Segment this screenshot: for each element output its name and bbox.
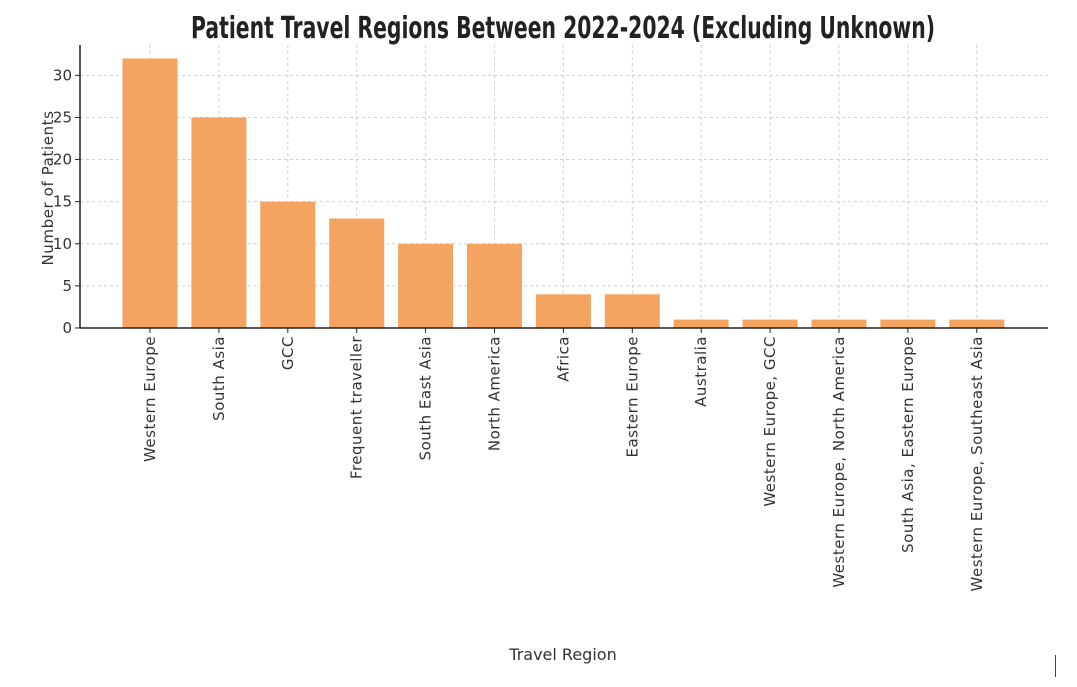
edge-divider — [1055, 655, 1056, 677]
y-tick-label-15: 15 — [53, 193, 72, 211]
x-tick-label-7: Eastern Europe — [623, 336, 641, 458]
bar-6 — [535, 294, 591, 328]
chart-title: Patient Travel Regions Between 2022-2024… — [191, 11, 935, 46]
y-tick-label-25: 25 — [53, 108, 72, 126]
y-tick-label-10: 10 — [53, 235, 72, 253]
bar-2 — [260, 201, 316, 328]
x-tick-label-4: South East Asia — [417, 336, 435, 460]
bar-0 — [122, 58, 178, 328]
bar-7 — [604, 294, 660, 328]
y-axis-label: Number of Patients — [39, 110, 57, 265]
x-tick-label-9: Western Europe, GCC — [761, 336, 779, 507]
y-tick-labels: 0 5 10 15 20 25 30 — [53, 66, 80, 337]
x-tick-label-11: South Asia, Eastern Europe — [899, 336, 917, 553]
x-tick-label-5: North America — [486, 336, 504, 451]
x-tick-label-2: GCC — [279, 336, 297, 370]
x-tick-label-8: Australia — [692, 336, 710, 407]
bar-9 — [742, 319, 798, 328]
x-tick-label-12: Western Europe, Southeast Asia — [968, 336, 986, 591]
grid-lines — [80, 45, 1048, 329]
bars — [122, 58, 1005, 328]
x-tick-label-0: Western Europe — [141, 336, 159, 462]
bar-11 — [880, 319, 936, 328]
bar-4 — [398, 243, 454, 328]
x-tick-label-6: Africa — [554, 336, 572, 382]
x-tick-labels: Western Europe South Asia GCC Frequent trav… — [141, 328, 986, 591]
x-tick-label-3: Frequent traveller — [348, 336, 366, 479]
bar-3 — [329, 218, 385, 328]
y-tick-label-20: 20 — [53, 151, 72, 169]
y-tick-label-0: 0 — [62, 319, 72, 337]
bar-5 — [467, 243, 522, 328]
y-tick-label-30: 30 — [53, 66, 72, 84]
x-tick-label-10: Western Europe, North America — [830, 336, 848, 588]
bar-1 — [191, 117, 247, 328]
y-tick-label-5: 5 — [62, 277, 72, 295]
axes — [79, 45, 1048, 329]
bar-8 — [673, 319, 729, 328]
bar-10 — [811, 319, 867, 328]
x-tick-label-1: South Asia — [210, 336, 228, 421]
bar-12 — [949, 319, 1005, 328]
x-axis-label: Travel Region — [508, 645, 616, 664]
